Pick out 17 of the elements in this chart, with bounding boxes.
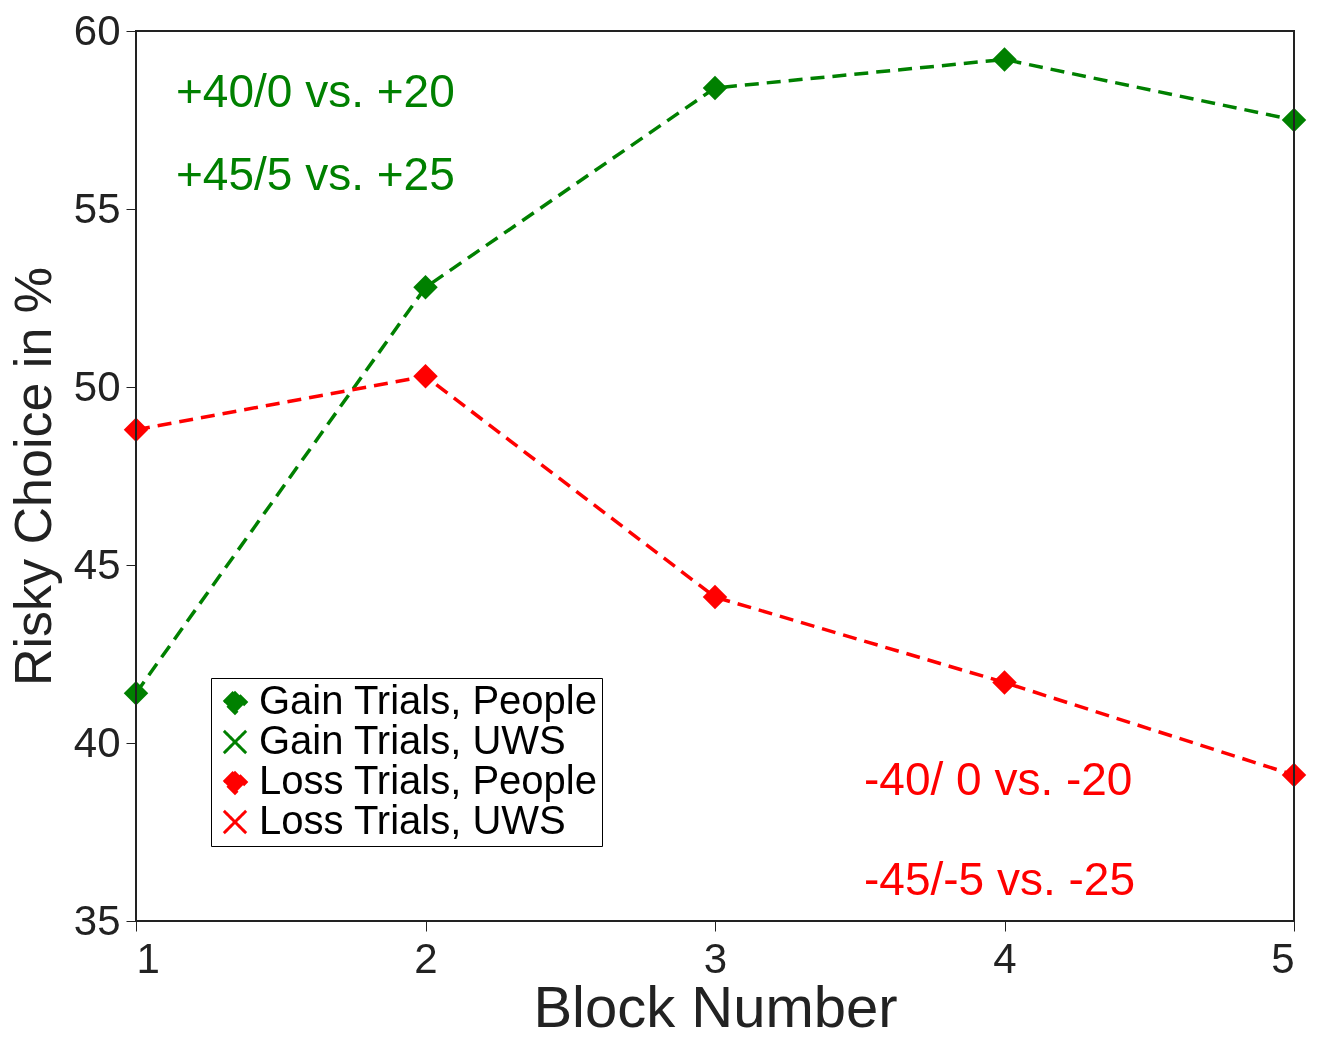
x-tick-label: 5 [1271,934,1295,982]
annotation: -40/ 0 vs. -20 [864,753,1133,805]
y-tick-label: 50 [73,362,121,410]
annotation: -45/-5 vs. -25 [864,853,1135,905]
y-axis-title: Risky Choice in % [3,266,62,687]
y-tick-label: 40 [73,718,121,766]
x-tick-label: 2 [414,934,438,982]
y-tick-label: 45 [73,540,121,588]
y-tick-label: 60 [73,6,121,54]
annotation: +45/5 vs. +25 [176,148,455,200]
x-tick-label: 1 [136,934,160,982]
y-tick-label: 35 [73,896,121,944]
annotation: +40/0 vs. +20 [176,65,455,117]
x-tick-label: 4 [993,934,1017,982]
y-tick-label: 55 [73,184,121,232]
legend-label: Gain Trials, People [259,678,597,722]
legend-label: Loss Trials, People [259,758,597,802]
